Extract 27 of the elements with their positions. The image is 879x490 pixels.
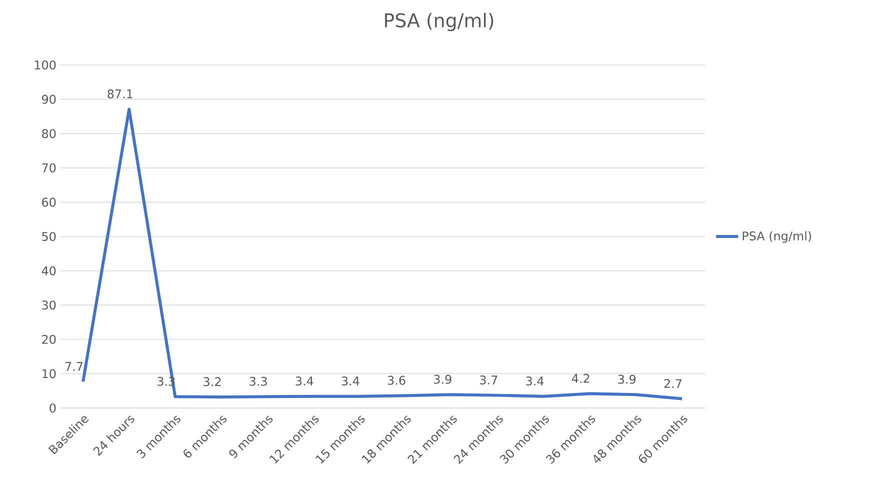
data-label: 3.3: [250, 376, 267, 386]
y-tick-label: 0: [50, 403, 56, 413]
y-tick-label: 40: [42, 266, 56, 276]
data-label: 3.4: [342, 376, 360, 386]
y-tick-label: 100: [34, 60, 56, 70]
legend-label: PSA (ng/ml): [742, 231, 812, 243]
data-label: 87.1: [108, 89, 132, 98]
data-label: 2.7: [664, 379, 682, 388]
data-label: 3.9: [618, 374, 636, 384]
data-label: 4.2: [572, 374, 590, 383]
data-label: 3.2: [204, 377, 221, 386]
data-label: 3.4: [296, 376, 314, 386]
data-label: 3.6: [388, 376, 406, 385]
data-label: 3.7: [480, 375, 498, 384]
data-label: 7.7: [66, 362, 83, 371]
chart-title: PSA (ng/ml): [385, 12, 494, 32]
y-tick-label: 10: [42, 369, 56, 378]
y-tick-label: 80: [42, 129, 56, 138]
y-tick-label: 60: [42, 198, 56, 207]
data-label: 3.9: [434, 374, 452, 384]
y-tick-label: 50: [42, 232, 56, 242]
y-tick-label: 70: [42, 163, 56, 172]
y-tick-label: 30: [42, 300, 56, 310]
y-tick-label: 90: [42, 94, 56, 104]
y-tick-label: 20: [42, 334, 56, 344]
line-series: [82, 108, 684, 400]
data-label: 3.4: [526, 376, 544, 386]
